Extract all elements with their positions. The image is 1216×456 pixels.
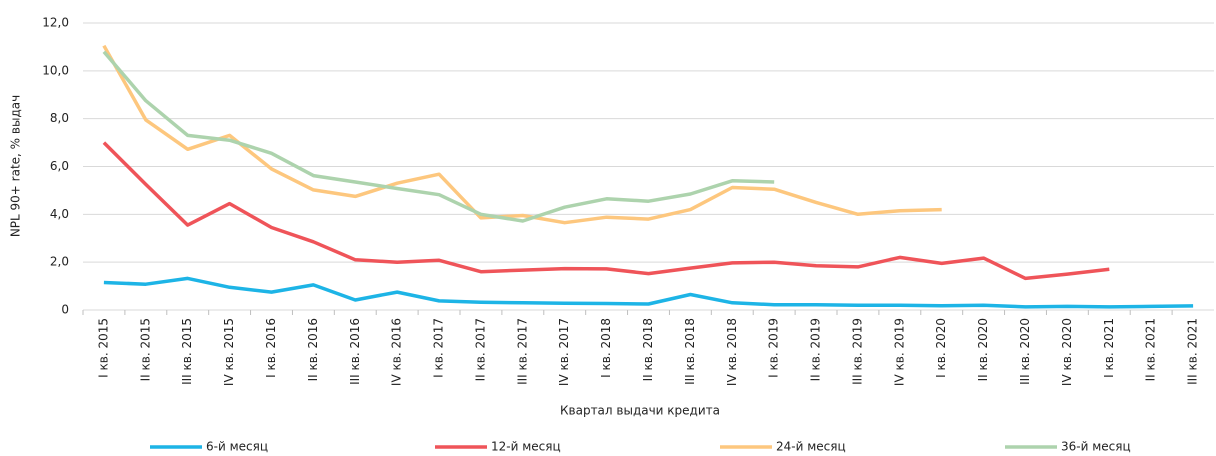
x-tick-label: III кв. 2017: [515, 318, 529, 385]
x-tick-label: I кв. 2021: [1102, 318, 1116, 378]
x-tick-label: I кв. 2015: [96, 318, 110, 378]
series-line: [102, 141, 1110, 281]
y-tick-label: 8,0: [50, 111, 69, 125]
legend-label: 36-й месяц: [1061, 440, 1131, 454]
x-tick-label: II кв. 2015: [138, 318, 152, 381]
x-tick-label: I кв. 2020: [934, 318, 948, 378]
x-tick-label: III кв. 2015: [180, 318, 194, 385]
x-tick-label: IV кв. 2017: [557, 318, 571, 386]
x-tick-label: I кв. 2017: [432, 318, 446, 378]
series-line: [103, 276, 1194, 309]
x-tick-label: II кв. 2021: [1144, 318, 1158, 381]
x-tick-label: III кв. 2016: [348, 318, 362, 385]
x-tick-label: IV кв. 2019: [892, 318, 906, 386]
series-line: [102, 44, 942, 225]
x-tick-label: I кв. 2018: [599, 318, 613, 378]
y-axis-label: NPL 90+ rate, % выдач: [9, 95, 23, 237]
x-tick-label: III кв. 2020: [1018, 318, 1032, 385]
x-tick-label: III кв. 2021: [1186, 318, 1200, 385]
x-tick-label: IV кв. 2020: [1060, 318, 1074, 386]
x-tick-label: I кв. 2016: [264, 318, 278, 378]
x-tick-label: III кв. 2019: [850, 318, 864, 385]
series-line: [102, 50, 775, 223]
x-tick-label: II кв. 2017: [473, 318, 487, 381]
y-tick-label: 12,0: [42, 16, 69, 30]
y-tick-label: 2,0: [50, 255, 69, 269]
x-tick-label: IV кв. 2018: [725, 318, 739, 386]
x-tick-label: III кв. 2018: [683, 318, 697, 385]
y-tick-label: 6,0: [50, 159, 69, 173]
legend-label: 12-й месяц: [491, 440, 561, 454]
x-tick-label: II кв. 2020: [976, 318, 990, 381]
x-tick-label: II кв. 2019: [809, 318, 823, 381]
y-tick-label: 0: [61, 303, 69, 317]
y-tick-label: 4,0: [50, 207, 69, 221]
x-tick-label: II кв. 2018: [641, 318, 655, 381]
legend-label: 24-й месяц: [776, 440, 846, 454]
x-tick-label: I кв. 2019: [767, 318, 781, 378]
x-tick-label: IV кв. 2015: [222, 318, 236, 386]
x-tick-label: II кв. 2016: [306, 318, 320, 381]
x-axis-label: Квартал выдачи кредита: [560, 404, 720, 418]
legend-label: 6-й месяц: [206, 440, 268, 454]
y-tick-label: 10,0: [42, 63, 69, 77]
x-tick-label: IV кв. 2016: [390, 318, 404, 386]
